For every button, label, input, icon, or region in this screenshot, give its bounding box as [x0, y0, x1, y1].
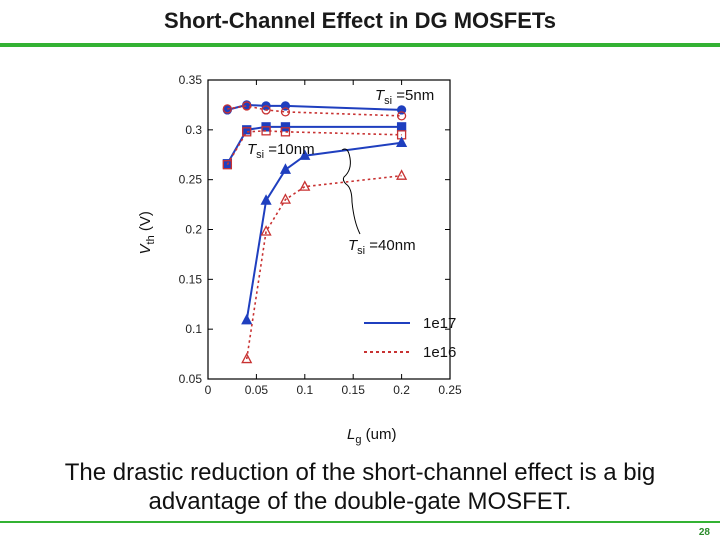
marker-point	[261, 126, 271, 136]
marker-point	[260, 225, 272, 236]
marker-point	[222, 104, 233, 114]
y-tick-label: 0.1	[185, 322, 202, 336]
series-tsi-5nm-1e16	[222, 101, 407, 121]
series-line	[227, 105, 402, 117]
y-tick-label: 0.05	[179, 372, 203, 386]
slide-title: Short-Channel Effect in DG MOSFETs	[164, 8, 556, 33]
marker-point	[279, 193, 292, 204]
vth-vs-lg-chart: 0 0.05 0.1 0.15 0.2 0.250.050.10.150.20.250.3…	[137, 73, 462, 446]
plot-frame	[207, 79, 451, 380]
annotation-leader	[341, 148, 361, 235]
marker-point	[280, 107, 291, 117]
marker-point	[260, 194, 272, 205]
x-tick-label: 0.15	[342, 383, 366, 397]
legend-label-1e17: 1e17	[423, 315, 456, 332]
marker-point	[222, 160, 233, 170]
series-line	[227, 103, 402, 111]
x-axis-label: Lg (um)	[347, 426, 396, 446]
y-tick-label: 0.25	[179, 173, 203, 187]
y-tick-label: 0.15	[179, 272, 203, 286]
annotation-tsi-10nm: Tsi =10nm	[247, 141, 315, 161]
marker-point	[241, 313, 253, 325]
axes-frame: 0 0.05 0.1 0.15 0.2 0.250.050.10.150.20.250.3…	[179, 73, 462, 397]
annotation-tsi-5nm: Tsi =5nm	[375, 87, 434, 107]
marker-point	[279, 163, 292, 174]
series-line	[245, 174, 402, 360]
series-tsi-40nm-1e17	[241, 136, 408, 325]
x-tick-label: 0.05	[245, 383, 269, 397]
y-tick-label: 0.3	[185, 123, 202, 137]
footer-rule	[0, 521, 720, 523]
marker-point	[242, 127, 252, 137]
marker-point	[261, 105, 271, 115]
x-tick-label: 0.1	[296, 383, 313, 397]
page-number: 28	[698, 527, 710, 538]
marker-point	[396, 136, 408, 147]
y-axis-label: Vth (V)	[137, 211, 157, 254]
annotation-layer: Tsi =5nm Tsi =10nm Tsi =40nm	[247, 87, 434, 257]
slide-caption: The drastic reduction of the short-chann…	[64, 459, 656, 515]
marker-point	[396, 169, 408, 180]
marker-point	[280, 127, 291, 137]
x-tick-label: 0	[205, 383, 212, 397]
title-rule	[0, 43, 720, 47]
x-tick-label: 0.25	[438, 383, 462, 397]
marker-point	[299, 149, 311, 160]
series-tsi-10nm-1e16	[222, 126, 407, 170]
marker-point	[241, 352, 253, 364]
legend: 1e17 1e16	[364, 315, 456, 361]
axis-labels: Vth (V) Lg (um)	[137, 211, 396, 446]
marker-point	[242, 101, 252, 111]
marker-point	[242, 125, 252, 135]
x-tick-label: 0.2	[393, 383, 410, 397]
marker-point	[299, 180, 311, 191]
legend-label-1e16: 1e16	[423, 344, 456, 361]
marker-point	[396, 111, 407, 121]
series-layer	[222, 100, 408, 364]
annotation-tsi-40nm: Tsi =40nm	[348, 237, 416, 257]
y-tick-label: 0.35	[179, 73, 203, 87]
series-tsi-40nm-1e16	[241, 169, 408, 364]
y-tick-label: 0.2	[185, 223, 202, 237]
marker-point	[280, 122, 291, 132]
marker-point	[396, 122, 407, 132]
series-line	[245, 141, 402, 321]
series-line	[226, 130, 402, 166]
